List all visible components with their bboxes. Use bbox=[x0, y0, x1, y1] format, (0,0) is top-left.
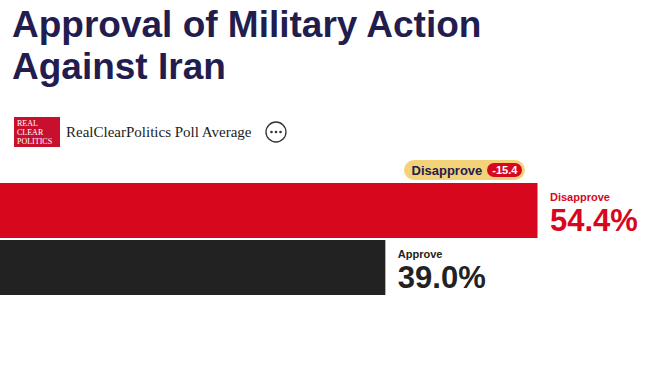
html-text:RealClearPolitics Poll Average: RealClearPolitics Poll Average bbox=[66, 123, 252, 140]
html-text:CLEAR: CLEAR bbox=[17, 127, 44, 137]
html-text:-15.4: -15.4 bbox=[492, 164, 518, 176]
html-text:Disapprove: Disapprove bbox=[411, 162, 483, 178]
html-text:POLITICS: POLITICS bbox=[17, 136, 53, 146]
svg-text:54.4%: 54.4% bbox=[550, 203, 638, 238]
html-text:REAL: REAL bbox=[17, 118, 38, 128]
svg-text:Approve: Approve bbox=[398, 248, 443, 260]
html-text:Approval of Military Action Ag: Approval of Military Action Against Iran bbox=[12, 4, 482, 87]
svg-text:39.0%: 39.0% bbox=[398, 260, 486, 295]
svg-text:Disapprove: Disapprove bbox=[550, 191, 610, 203]
